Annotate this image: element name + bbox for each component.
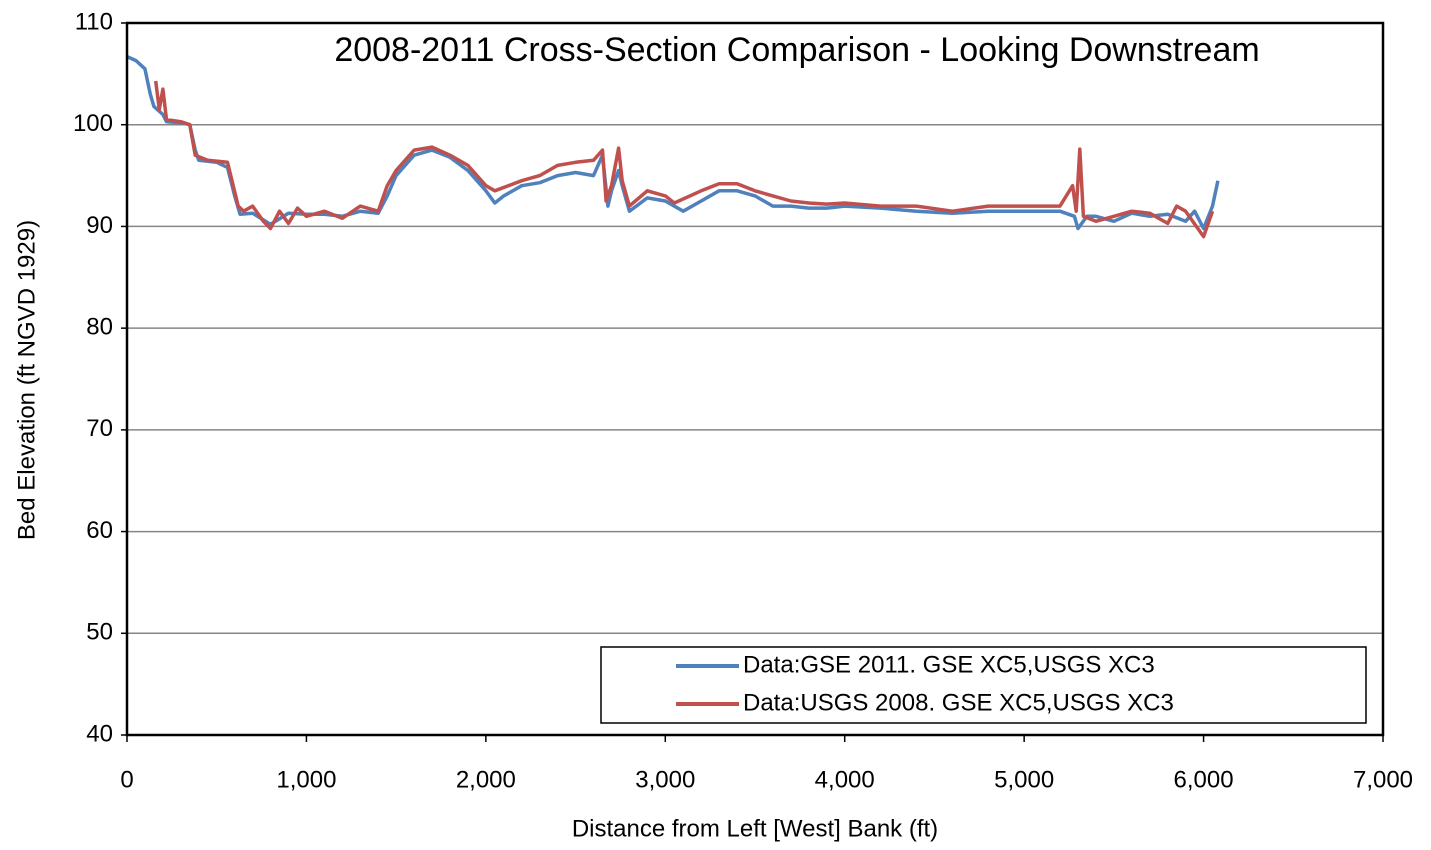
y-tick-label: 80	[86, 313, 113, 340]
y-tick-label: 70	[86, 415, 113, 442]
x-tick-label: 4,000	[815, 766, 875, 793]
y-tick-label: 90	[86, 212, 113, 239]
series-line	[153, 80, 1215, 239]
x-tick-label: 0	[120, 766, 133, 793]
x-axis-label: Distance from Left [West] Bank (ft)	[572, 815, 938, 842]
legend-box	[600, 646, 1367, 724]
legend-label: Data:GSE 2011. GSE XC5,USGS XC3	[743, 651, 1155, 678]
x-tick-label: 3,000	[635, 766, 695, 793]
y-tick-label: 40	[86, 720, 113, 747]
y-tick-label: 100	[73, 110, 113, 137]
x-tick-label: 1,000	[276, 766, 336, 793]
y-tick-label: 60	[86, 517, 113, 544]
legend-label: Data:USGS 2008. GSE XC5,USGS XC3	[743, 689, 1174, 716]
x-tick-label: 5,000	[994, 766, 1054, 793]
plot-border	[125, 21, 1385, 737]
y-tick-label: 50	[86, 619, 113, 646]
chart-title: 2008-2011 Cross-Section Comparison - Loo…	[334, 31, 1259, 69]
x-tick-label: 2,000	[456, 766, 516, 793]
x-tick-label: 6,000	[1174, 766, 1234, 793]
y-tick-label: 110	[75, 8, 113, 35]
y-axis-label: Bed Elevation (ft NGVD 1929)	[13, 220, 40, 540]
x-tick-label: 7,000	[1353, 766, 1413, 793]
